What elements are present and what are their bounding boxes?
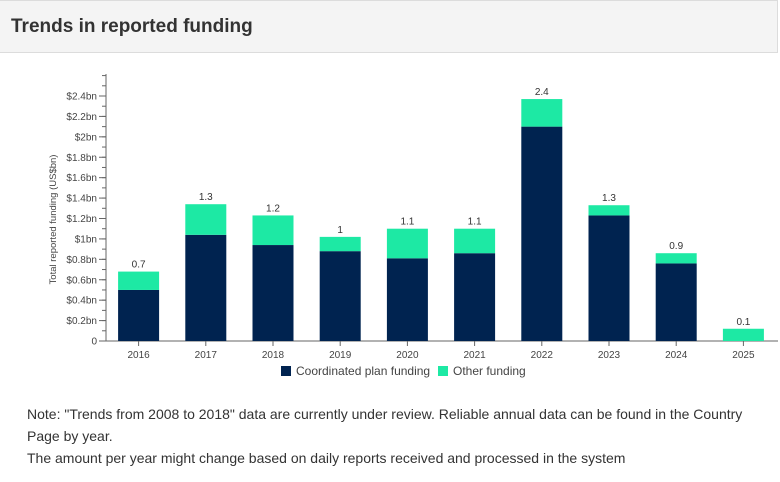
x-tick-label: 2024 xyxy=(665,350,688,361)
legend-label-other: Other funding xyxy=(453,364,526,378)
y-tick-label: $2.2bn xyxy=(66,112,97,123)
bar-total-label: 1.3 xyxy=(602,193,616,204)
bar-coordinated-2024 xyxy=(655,263,697,341)
legend-swatch-coordinated xyxy=(281,366,291,376)
bar-other-2023 xyxy=(588,205,630,216)
funding-bar-chart: 0 $0.2bn $0.4bn $0.6bn $0.8bn $1bn $1.2bn $1.4b… xyxy=(48,74,778,378)
y-tick-label: $1bn xyxy=(75,234,97,245)
x-tick-label: 2023 xyxy=(598,350,621,361)
bar-total-label: 1.3 xyxy=(199,192,213,203)
bar-other-2020 xyxy=(386,228,428,259)
bar-other-2016 xyxy=(118,271,160,290)
bar-coordinated-2017 xyxy=(185,234,227,341)
y-tick-label: $1.8bn xyxy=(66,153,97,164)
x-tick-label: 2022 xyxy=(531,350,554,361)
bar-coordinated-2019 xyxy=(319,251,361,341)
y-tick-label: $2bn xyxy=(75,132,97,143)
bar-other-2018 xyxy=(252,215,294,246)
note-line-2: The amount per year might change based o… xyxy=(27,450,626,466)
y-axis-title: Total reported funding (US$bn) xyxy=(48,155,59,285)
bar-coordinated-2021 xyxy=(454,253,496,341)
bar-other-2022 xyxy=(521,99,563,127)
bar-coordinated-2016 xyxy=(118,289,160,341)
y-tick-label: $0.6bn xyxy=(66,275,97,286)
x-tick-label: 2018 xyxy=(262,350,285,361)
bar-coordinated-2022 xyxy=(521,126,563,341)
chart-note: Note: "Trends from 2008 to 2018" data ar… xyxy=(27,403,772,469)
bar-total-label: 2.4 xyxy=(535,87,549,98)
legend-label-coordinated: Coordinated plan funding xyxy=(296,364,430,378)
bar-other-2019 xyxy=(319,236,361,252)
bar-coordinated-2020 xyxy=(386,258,428,341)
bar-total-label: 1.1 xyxy=(468,217,482,228)
x-tick-label: 2025 xyxy=(732,350,755,361)
page-title: Trends in reported funding xyxy=(11,16,253,37)
bar-other-2024 xyxy=(655,253,697,264)
bar-total-label: 1.2 xyxy=(266,203,280,214)
x-tick-label: 2020 xyxy=(396,350,419,361)
bar-coordinated-2023 xyxy=(588,215,630,341)
y-tick-label: $0.2bn xyxy=(66,316,97,327)
x-tick-label: 2019 xyxy=(329,350,352,361)
panel-header: Trends in reported funding xyxy=(0,0,778,53)
bar-coordinated-2018 xyxy=(252,245,294,341)
x-tick-label: 2016 xyxy=(127,350,150,361)
bar-other-2017 xyxy=(185,204,227,235)
x-tick-label: 2017 xyxy=(195,350,218,361)
bar-total-label: 0.7 xyxy=(132,260,146,271)
note-line-1: Note: "Trends from 2008 to 2018" data ar… xyxy=(27,406,743,444)
bar-total-label: 0.9 xyxy=(669,241,683,252)
bar-other-2021 xyxy=(454,228,496,254)
legend-swatch-other xyxy=(438,366,448,376)
y-tick-label: $1.4bn xyxy=(66,194,97,205)
y-tick-label: $1.2bn xyxy=(66,214,97,225)
y-tick-label: $0.4bn xyxy=(66,296,97,307)
y-tick-label: $2.4bn xyxy=(66,92,97,103)
bar-total-label: 0.1 xyxy=(736,317,750,328)
y-tick-label: 0 xyxy=(91,337,97,348)
x-tick-label: 2021 xyxy=(463,350,486,361)
bar-total-label: 1 xyxy=(337,225,343,236)
bar-other-2025 xyxy=(722,328,764,341)
y-tick-label: $0.8bn xyxy=(66,255,97,266)
y-tick-label: $1.6bn xyxy=(66,173,97,184)
bar-total-label: 1.1 xyxy=(400,217,414,228)
